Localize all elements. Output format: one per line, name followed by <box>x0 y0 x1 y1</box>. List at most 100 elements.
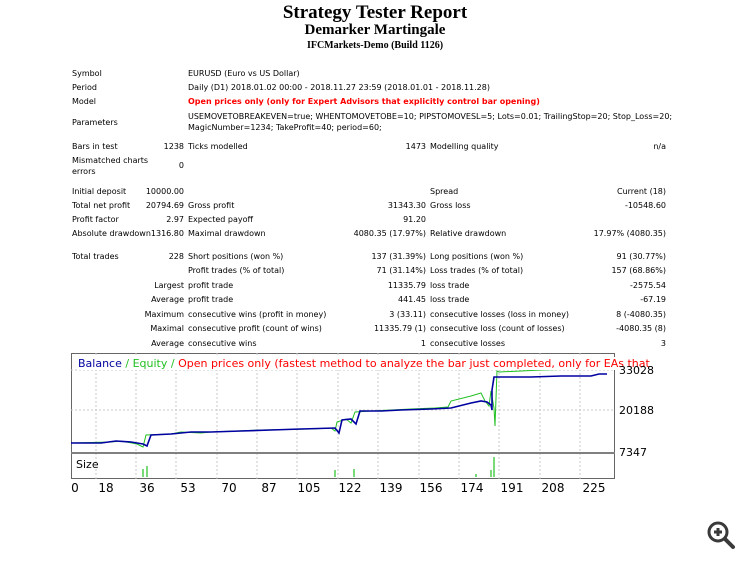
legend-equity: Equity <box>132 357 168 370</box>
quality-value: n/a <box>653 142 666 151</box>
maximal-loss-label: consecutive loss (count of losses) <box>430 324 565 333</box>
zoom-in-button[interactable] <box>704 518 738 552</box>
report-title: Strategy Tester Report <box>282 2 468 23</box>
spread-value: Current (18) <box>616 187 666 196</box>
largest-label: Largest <box>154 281 184 290</box>
x-tick: 36 <box>139 481 155 495</box>
x-tick: 191 <box>500 481 524 495</box>
avg-wins-label: consecutive wins <box>188 339 257 348</box>
avg-wins-value: 1 <box>420 339 426 348</box>
largest-profit-label: profit trade <box>188 281 234 290</box>
short-label: Short positions (won %) <box>188 252 284 261</box>
short-value: 137 (31.39%) <box>371 252 426 261</box>
loss-trades-label: Loss trades (% of total) <box>430 266 524 275</box>
y-tick-max: 33028 <box>619 364 654 377</box>
profit-trades-value: 71 (31.14%) <box>376 266 426 275</box>
profit-factor-value: 2.97 <box>166 215 184 224</box>
maximal-label: Maximal <box>150 324 184 333</box>
max-wins-label: consecutive wins (profit in money) <box>188 310 327 319</box>
x-tick: 0 <box>71 481 79 495</box>
abs-drawdown-value: 1316.80 <box>150 229 184 238</box>
rel-drawdown-value: 17.97% (4080.35) <box>593 229 666 238</box>
zoom-in-icon <box>707 521 735 549</box>
expected-payoff-label: Expected payoff <box>188 215 253 224</box>
profit-factor-label: Profit factor <box>72 215 119 224</box>
largest-loss-label: loss trade <box>430 281 470 290</box>
y-tick-mid: 20188 <box>619 404 654 417</box>
largest-loss-value: -2575.54 <box>630 281 666 290</box>
gross-profit-label: Gross profit <box>188 201 235 210</box>
x-tick: 139 <box>379 481 403 495</box>
mismatch-value: 0 <box>178 161 184 170</box>
loss-trades-value: 157 (68.86%) <box>611 266 666 275</box>
average-profit-label: profit trade <box>188 295 234 304</box>
initial-deposit-value: 10000.00 <box>145 187 184 196</box>
period-value: Daily (D1) 2018.01.02 00:00 - 2018.11.27… <box>188 83 490 92</box>
ticks-value: 1473 <box>405 142 426 151</box>
gross-loss-label: Gross loss <box>430 201 471 210</box>
x-tick: 156 <box>419 481 443 495</box>
legend-model: Open prices only (fastest method to anal… <box>178 357 650 370</box>
largest-profit-value: 11335.79 <box>387 281 426 290</box>
long-label: Long positions (won %) <box>430 252 524 261</box>
profit-trades-label: Profit trades (% of total) <box>188 266 285 275</box>
max-losses-label: consecutive losses (loss in money) <box>430 310 570 319</box>
max-losses-value: 8 (-4080.35) <box>616 310 666 319</box>
chart-plot <box>71 353 615 479</box>
x-tick: 208 <box>541 481 565 495</box>
mismatch-label-2: errors <box>72 167 96 176</box>
legend-balance: Balance <box>78 357 122 370</box>
symbol-value: EURUSD (Euro vs US Dollar) <box>188 69 300 78</box>
model-value: Open prices only (only for Expert Adviso… <box>188 97 540 106</box>
x-tick: 87 <box>261 481 277 495</box>
balance-line <box>71 373 607 448</box>
x-tick: 70 <box>221 481 237 495</box>
maximal-profit-value: 11335.79 (1) <box>373 324 426 333</box>
x-tick: 53 <box>180 481 196 495</box>
server-name: IFCMarkets-Demo (Build 1126) <box>306 40 444 51</box>
total-trades-value: 228 <box>168 252 184 261</box>
parameters-line1: USEMOVETOBREAKEVEN=true; WHENTOMOVETOBE=… <box>188 112 673 121</box>
y-tick-min: 7347 <box>619 446 647 459</box>
avg-consecutive-label: Average <box>151 339 184 348</box>
rel-drawdown-label: Relative drawdown <box>430 229 507 238</box>
x-tick: 122 <box>338 481 362 495</box>
bars-label: Bars in test <box>72 142 118 151</box>
net-profit-value: 20794.69 <box>145 201 184 210</box>
maximal-loss-value: -4080.35 (8) <box>616 324 666 333</box>
maximum-label: Maximum <box>144 310 184 319</box>
x-tick: 225 <box>582 481 606 495</box>
average-loss-value: -67.19 <box>640 295 666 304</box>
max-drawdown-label: Maximal drawdown <box>188 229 266 238</box>
avg-losses-label: consecutive losses <box>430 339 506 348</box>
net-profit-label: Total net profit <box>72 201 131 210</box>
initial-deposit-label: Initial deposit <box>72 187 127 196</box>
gross-profit-value: 31343.30 <box>387 201 426 210</box>
bars-value: 1238 <box>163 142 184 151</box>
size-panel-label: Size <box>76 458 99 471</box>
max-wins-value: 3 (33.11) <box>389 310 426 319</box>
legend-sep-2: / <box>167 357 179 370</box>
parameters-label: Parameters <box>72 118 118 127</box>
total-trades-label: Total trades <box>72 252 119 261</box>
avg-losses-value: 3 <box>660 339 666 348</box>
average-loss-label: loss trade <box>430 295 470 304</box>
grid-lines <box>71 353 615 479</box>
parameters-line2: MagicNumber=1234; TakeProfit=40; period=… <box>188 123 382 132</box>
expected-payoff-value: 91.20 <box>403 215 426 224</box>
mismatch-label-1: Mismatched charts <box>72 156 149 165</box>
max-drawdown-value: 4080.35 (17.97%) <box>353 229 426 238</box>
abs-drawdown-label: Absolute drawdown <box>72 229 151 238</box>
average-label: Average <box>151 295 184 304</box>
x-tick: 174 <box>460 481 484 495</box>
model-label: Model <box>72 97 97 106</box>
x-tick: 18 <box>98 481 114 495</box>
spread-label: Spread <box>430 187 459 196</box>
x-tick: 105 <box>297 481 321 495</box>
legend-sep: / <box>121 357 133 370</box>
size-bars <box>142 457 495 477</box>
gross-loss-value: -10548.60 <box>624 201 666 210</box>
period-label: Period <box>72 83 97 92</box>
chart-legend: Balance / Equity / Open prices only (fas… <box>78 357 650 370</box>
average-profit-value: 441.45 <box>398 295 426 304</box>
